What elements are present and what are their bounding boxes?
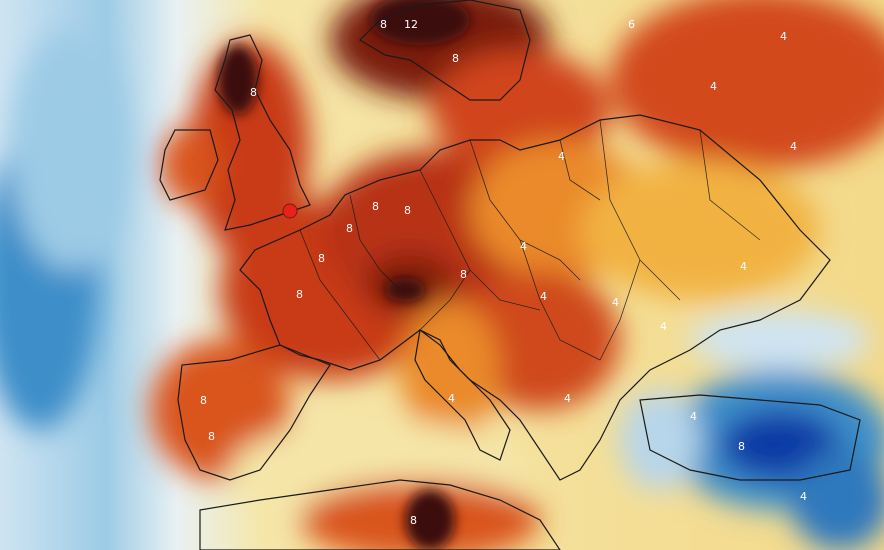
contour-label: 4 [612,296,619,309]
contour-label: 8 [372,200,379,213]
black-sea-cool [690,310,870,370]
contour-labels: 8 12 8 6 4 4 8 8 8 4 4 8 8 4 4 8 4 4 8 8… [200,18,807,527]
levant-cold [790,450,884,550]
contour-label: 4 [448,392,455,405]
contour-label: 4 [520,240,527,253]
uk-core [218,45,258,115]
contour-label: 8 [250,86,257,99]
contour-label: 8 [404,204,411,217]
atlantic-cool [10,30,130,270]
contour-label: 4 [800,490,807,503]
red-dot-marker-icon [282,203,298,219]
italy-warm [400,300,500,440]
ireland-warm [160,125,220,205]
coastlines [159,0,861,550]
contour-label: 6 [628,18,635,31]
balkans-hot [460,270,620,410]
sahara-core [405,490,455,550]
contour-label: 4 [790,140,797,153]
anomaly-hotspots [218,0,470,550]
contour-label: 4 [564,392,571,405]
iberia-coast [177,344,331,481]
contour-label: 8 [296,288,303,301]
contour-label: 8 [318,252,325,265]
contour-label: 8 [380,18,387,31]
scandinavia-coast [359,0,531,101]
alps-core [385,278,425,302]
contour-label: 8 [460,268,467,281]
contour-label: 8 [410,514,417,527]
ukraine-warm [580,160,820,300]
contour-label: 8 [738,440,745,453]
contour-label: 8 [208,430,215,443]
contour-label: 4 [660,320,667,333]
great-britain-coast [214,34,311,231]
russia-hot [610,0,884,170]
north-africa-coast [199,479,561,550]
contour-label: 4 [780,30,787,43]
turkey-coast [639,394,861,481]
continent-coast [239,114,831,481]
contour-label: 4 [558,150,565,163]
italy-coast [414,328,511,461]
ireland-coast [159,129,219,201]
borders [299,119,761,361]
contour-label: 4 [740,260,747,273]
contour-label: 4 [690,410,697,423]
contour-label: 4 [710,80,717,93]
norway-core [370,0,470,45]
contour-label: 12 [404,18,418,31]
contour-label: 8 [452,52,459,65]
contour-label: 8 [200,394,207,407]
aegean-cool [620,390,700,490]
contour-label: 4 [540,290,547,303]
contour-label: 8 [346,222,353,235]
